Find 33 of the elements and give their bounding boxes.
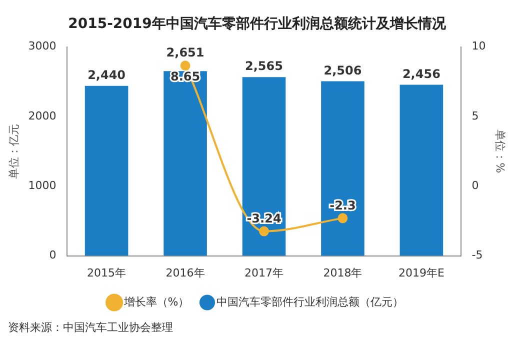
bar (242, 77, 286, 256)
point (259, 226, 269, 236)
data-label: 2,651 (166, 46, 204, 60)
y2-axis-title: 单位：% (494, 130, 507, 174)
y2-tick-label: 5 (472, 109, 479, 122)
data-label: 2,565 (245, 59, 283, 74)
legend-label: 增长率（%） (122, 295, 190, 308)
x-tick-label: 2019年E (398, 266, 444, 280)
y-tick-label: 3000 (28, 40, 56, 53)
legend-label: 中国汽车零部件行业利润总额（亿元） (216, 295, 404, 308)
chart-title: 2015-2019年中国汽车零部件行业利润总额统计及增长情况 (68, 15, 447, 32)
bar (400, 84, 444, 256)
data-label: 2,456 (402, 66, 440, 81)
y-tick-label: 1000 (28, 178, 56, 192)
bar (84, 86, 128, 256)
y2-tick-label: 10 (472, 40, 486, 53)
x-tick-label: 2017年 (244, 266, 284, 280)
y-axis-title: 单位：亿元 (7, 124, 20, 179)
y-tick-label: 0 (49, 248, 56, 262)
point (338, 213, 348, 224)
text: 资料来源：中国汽车工业协会整理 (7, 320, 174, 336)
data-label: -2.3 (330, 198, 356, 212)
y2-tick-label: 0 (472, 178, 479, 192)
bar (321, 81, 364, 256)
y2-tick-label: -5 (472, 248, 483, 262)
data-label: 2,440 (88, 68, 126, 82)
y-tick-label: 2000 (28, 109, 56, 122)
data-label: 2,506 (324, 63, 362, 78)
x-tick-label: 2015年 (87, 266, 126, 280)
x-tick-label: 2016年 (166, 266, 205, 280)
x-tick-label: 2018年 (323, 266, 362, 280)
bar (164, 71, 207, 256)
point (180, 60, 190, 71)
